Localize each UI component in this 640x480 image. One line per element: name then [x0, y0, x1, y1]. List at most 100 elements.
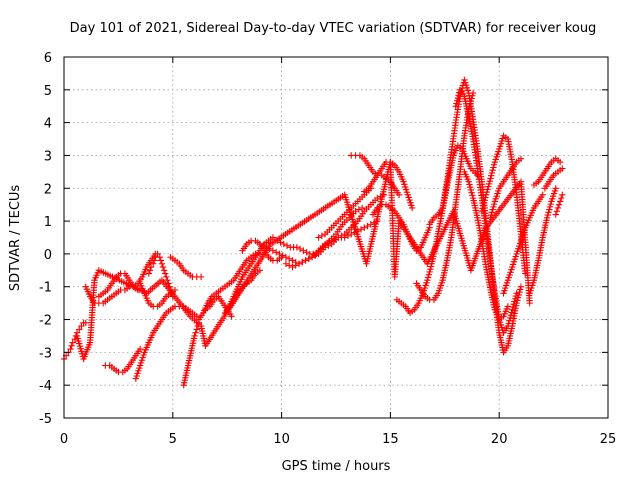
data-point	[481, 197, 488, 204]
data-point	[454, 94, 462, 102]
data-point	[507, 311, 515, 319]
data-point	[545, 209, 552, 216]
data-point	[303, 249, 310, 256]
data-point	[286, 262, 293, 269]
data-point	[161, 270, 169, 277]
data-point	[509, 306, 516, 313]
data-point	[321, 240, 329, 248]
y-axis: -5 -4 -3 -2 -1 0 1 2 3 4 5 6	[39, 51, 608, 427]
data-point	[465, 178, 472, 185]
data-point	[511, 298, 518, 305]
data-point	[552, 211, 559, 218]
data-point	[469, 192, 476, 199]
data-point	[341, 234, 348, 241]
data-point	[427, 263, 435, 270]
data-point	[269, 247, 277, 254]
data-point	[164, 276, 171, 284]
data-point	[276, 250, 283, 258]
data-point	[283, 242, 291, 249]
data-point	[289, 263, 296, 271]
data-point	[453, 97, 461, 104]
data-point	[555, 201, 563, 208]
data-point	[486, 177, 493, 185]
data-point	[511, 295, 519, 302]
data-point	[467, 186, 475, 194]
y-tick-label: -1	[39, 281, 52, 296]
data-point	[512, 292, 520, 300]
chart-title: Day 101 of 2021, Sidereal Day-to-day VTE…	[70, 21, 597, 36]
data-point	[489, 167, 496, 174]
data-point	[300, 247, 307, 254]
data-point	[305, 255, 312, 263]
data-point	[510, 301, 517, 308]
data-point	[146, 267, 154, 274]
y-tick-label: 1	[44, 215, 52, 230]
data-point	[299, 258, 306, 266]
x-tick-label: 25	[600, 432, 617, 447]
data-point	[425, 271, 433, 278]
data-point	[191, 332, 198, 340]
data-point	[483, 188, 491, 196]
data-point	[197, 273, 205, 281]
data-point	[78, 322, 85, 330]
data-point	[558, 194, 565, 202]
plot-area-border	[63, 56, 609, 419]
y-tick-label: -4	[39, 379, 52, 394]
data-point	[348, 231, 355, 238]
data-point	[361, 224, 368, 231]
data-point	[455, 92, 462, 99]
data-point	[67, 345, 74, 353]
data-point	[69, 339, 76, 346]
y-axis-label: SDTVAR / TECUs	[8, 185, 23, 292]
x-tick-label: 15	[382, 432, 399, 447]
data-point	[259, 242, 267, 249]
data-point	[480, 202, 487, 209]
data-point	[157, 257, 165, 264]
data-point	[482, 194, 489, 201]
data-point	[286, 255, 293, 263]
data-point	[513, 290, 520, 297]
data-point	[427, 266, 434, 273]
data-point	[344, 232, 352, 240]
x-axis: 0 5 10 15 20 25	[60, 57, 616, 447]
data-point	[193, 313, 200, 320]
data-point	[488, 209, 496, 216]
data-point	[452, 103, 459, 110]
data-point	[552, 185, 559, 192]
data-point	[160, 267, 168, 274]
data-point	[485, 183, 492, 190]
y-tick-label: -5	[39, 412, 52, 427]
data-point	[71, 336, 79, 343]
data-point	[352, 208, 359, 215]
data-point	[508, 309, 515, 316]
data-point	[490, 200, 498, 208]
data-point	[479, 205, 486, 212]
data-points	[60, 76, 566, 389]
data-point	[488, 172, 495, 179]
data-point	[315, 234, 322, 241]
data-point	[154, 250, 161, 258]
data-point	[490, 203, 497, 211]
data-point	[424, 274, 432, 281]
data-point	[151, 257, 158, 264]
data-point	[289, 257, 296, 264]
y-tick-label: 2	[44, 182, 52, 197]
data-point	[490, 161, 498, 168]
y-tick-label: 4	[44, 117, 52, 132]
data-point	[282, 253, 290, 261]
data-point	[272, 249, 280, 256]
data-point	[295, 260, 303, 267]
data-point	[302, 257, 309, 264]
data-point	[158, 260, 166, 267]
data-point	[489, 206, 496, 213]
data-point	[150, 260, 157, 267]
data-point	[466, 181, 473, 188]
data-point	[556, 158, 564, 166]
y-tick-label: 3	[44, 149, 52, 164]
data-point	[424, 276, 431, 284]
data-point	[358, 204, 366, 212]
data-point	[480, 199, 488, 207]
data-point	[546, 203, 554, 211]
data-point	[357, 226, 365, 233]
